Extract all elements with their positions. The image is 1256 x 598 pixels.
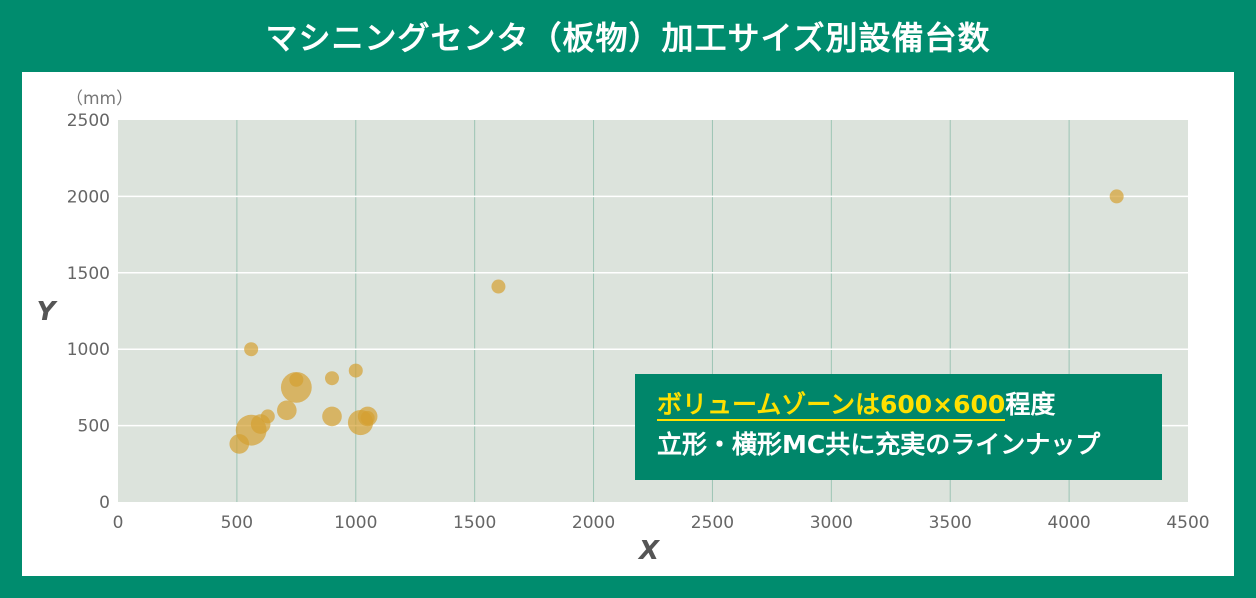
bubble-point (360, 410, 375, 425)
bubble-point (289, 372, 304, 387)
x-tick-label: 500 (221, 513, 253, 533)
y-tick-label: 0 (99, 493, 110, 513)
y-tick-label: 1000 (67, 340, 110, 360)
bubble-point (325, 371, 339, 386)
volume-zone-callout: ボリュームゾーンは600×600程度 立形・横形MC共に充実のラインナップ (635, 374, 1162, 480)
x-tick-label: 2000 (572, 513, 615, 533)
y-tick-label: 500 (78, 417, 110, 437)
x-tick-label: 3500 (929, 513, 972, 533)
bubble-point (244, 342, 259, 357)
x-tick-label: 0 (113, 513, 124, 533)
x-tick-label: 3000 (810, 513, 853, 533)
gridlines (118, 120, 1188, 502)
y-tick-label: 2000 (67, 187, 110, 207)
y-axis-label: Y (37, 297, 59, 327)
x-axis-label: X (637, 536, 661, 566)
bubble-point (348, 363, 363, 378)
bubble-point (1109, 189, 1124, 204)
callout-highlight: ボリュームゾーンは600×600 (657, 390, 1006, 421)
x-tick-label: 4000 (1047, 513, 1090, 533)
y-unit-label: （mm） (66, 89, 133, 109)
scatter-chart: 0 500 1000 1500 2000 2500 3000 3500 4000 4500 0 50… (37, 89, 1210, 566)
callout-rest: 程度 (1005, 390, 1056, 419)
chart-panel: 0 500 1000 1500 2000 2500 3000 3500 4000 4500 0 50… (22, 72, 1234, 576)
x-tick-label: 4500 (1166, 513, 1209, 533)
chart-title: マシニングセンタ（板物）加工サイズ別設備台数 (265, 19, 991, 57)
bubbles (229, 189, 1124, 454)
x-tick-label: 1000 (334, 513, 377, 533)
bubble-point (280, 372, 312, 403)
callout-line-1: ボリュームゾーンは600×600程度 (657, 388, 1162, 422)
y-tick-labels: 0 500 1000 1500 2000 2500 (67, 111, 110, 513)
bubble-point (322, 406, 342, 427)
y-tick-label: 2500 (67, 111, 110, 131)
x-tick-label: 1500 (453, 513, 496, 533)
callout-line-2: 立形・横形MC共に充実のラインナップ (657, 430, 1101, 459)
x-tick-label: 2500 (691, 513, 734, 533)
bubble-point (277, 400, 297, 421)
y-tick-label: 1500 (67, 264, 110, 284)
bubble-point (260, 409, 275, 424)
x-tick-labels: 0 500 1000 1500 2000 2500 3000 3500 4000 4500 (113, 513, 1210, 533)
bubble-point (491, 279, 506, 294)
